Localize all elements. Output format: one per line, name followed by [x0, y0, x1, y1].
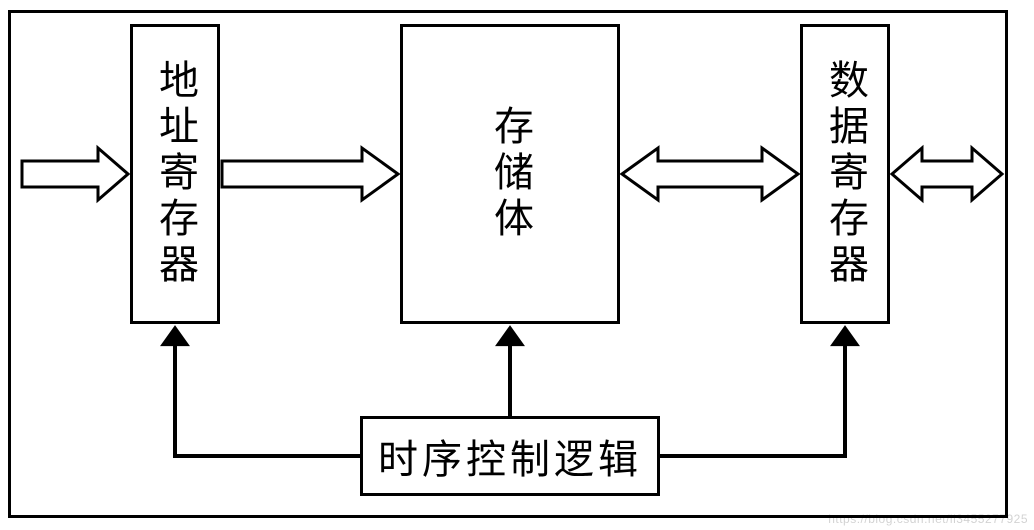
diagram-canvas: 地址寄存器 存储体 数据寄存器 时序控制逻辑 https://blog.csdn… — [0, 0, 1034, 530]
node-data-register: 数据寄存器 — [800, 24, 890, 324]
watermark: https://blog.csdn.net/li3455277925 — [828, 512, 1028, 526]
node-timing-control-label: 时序控制逻辑 — [378, 427, 642, 485]
node-timing-control: 时序控制逻辑 — [360, 416, 660, 496]
node-memory-body-label: 存储体 — [490, 105, 530, 243]
node-address-register: 地址寄存器 — [130, 24, 220, 324]
node-memory-body: 存储体 — [400, 24, 620, 324]
node-address-register-label: 地址寄存器 — [155, 59, 195, 289]
node-data-register-label: 数据寄存器 — [825, 59, 865, 289]
